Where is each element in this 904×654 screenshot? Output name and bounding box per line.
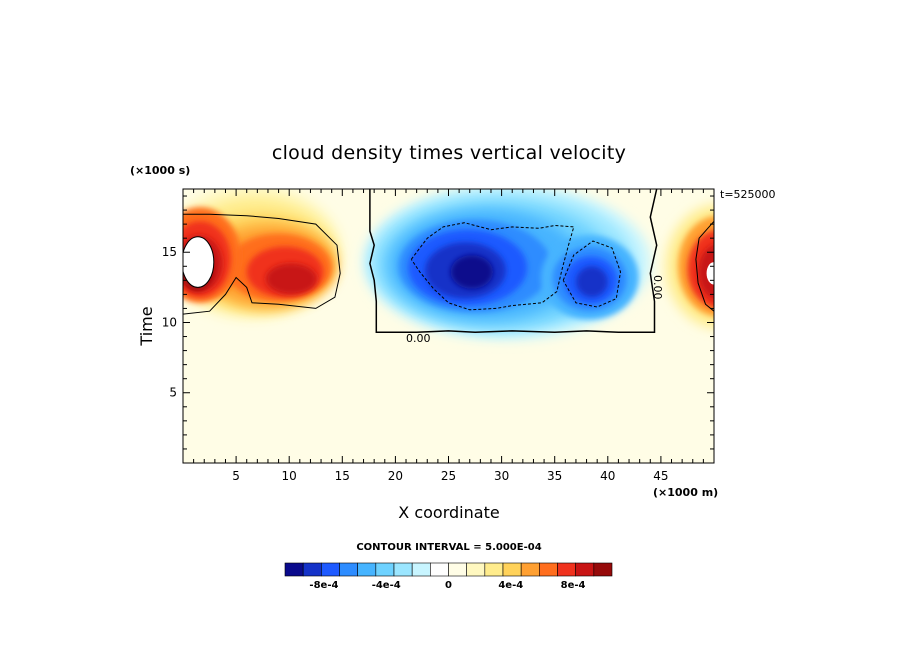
- colorbar-swatch-4: [357, 562, 377, 577]
- x-tick-label-3: 20: [388, 469, 403, 483]
- y-tick-label-2: 15: [162, 245, 177, 259]
- y-unit-label: (×1000 s): [130, 164, 190, 177]
- x-axis-title: X coordinate: [398, 503, 499, 522]
- colorbar-swatch-7: [411, 562, 431, 577]
- contour-interval: CONTOUR INTERVAL = 5.000E-04: [356, 542, 541, 553]
- zero-contour-west: [183, 213, 341, 315]
- colorbar-tick-label-0: -8e-4: [309, 580, 338, 591]
- colorbar-swatch-9: [448, 562, 467, 577]
- contour-label-right: 0.00: [651, 275, 664, 300]
- colorbar-swatch-12: [502, 562, 522, 577]
- time-stamp: t=525000: [720, 188, 776, 201]
- field-blob-26: [698, 244, 714, 300]
- colorbar-swatch-0: [284, 562, 304, 577]
- colorbar-swatch-1: [302, 562, 322, 577]
- colorbar-swatch-14: [539, 562, 558, 577]
- colorbar-swatch-6: [393, 562, 413, 577]
- x-tick-label-0: 5: [232, 469, 240, 483]
- x-tick-label-8: 45: [653, 469, 668, 483]
- x-tick-label-6: 35: [547, 469, 562, 483]
- plot-area: [183, 189, 714, 463]
- contour-layer: [183, 189, 714, 334]
- colorbar-swatch-17: [593, 562, 613, 577]
- chart-title: cloud density times vertical velocity: [272, 142, 626, 164]
- neg-contour-east: [562, 240, 622, 308]
- zero-contour-central: [369, 189, 658, 334]
- colorbar-swatch-2: [321, 562, 340, 577]
- colorbar-tick-label-1: -4e-4: [372, 580, 401, 591]
- colorbar: -8e-4 -4e-4 0 4e-4 8e-4: [284, 562, 613, 591]
- field-blob-22: [575, 266, 608, 298]
- tick-layer: 5 10 15 20 25 30 35 40 45 5 10 15: [162, 189, 714, 483]
- x-tick-label-2: 15: [335, 469, 350, 483]
- x-tick-label-5: 30: [494, 469, 509, 483]
- colorbar-swatch-5: [375, 562, 395, 577]
- saturation-core-east: [706, 262, 714, 285]
- colorbar-tick-label-4: 8e-4: [561, 580, 586, 591]
- y-tick-label-1: 10: [162, 315, 177, 329]
- field-blob-18: [450, 255, 494, 289]
- x-tick-label-7: 40: [600, 469, 615, 483]
- field-blob-6: [265, 263, 317, 295]
- colorbar-swatch-8: [430, 562, 449, 577]
- x-unit-label: (×1000 m): [653, 486, 718, 499]
- colorbar-swatch-10: [466, 562, 486, 577]
- colorbar-swatch-15: [557, 562, 576, 577]
- colorbar-tick-label-2: 0: [445, 580, 452, 591]
- colorbar-swatch-16: [575, 562, 595, 577]
- x-tick-label-1: 10: [282, 469, 297, 483]
- y-tick-label-0: 5: [169, 386, 177, 400]
- colorbar-tick-label-3: 4e-4: [498, 580, 523, 591]
- field-layer: [183, 189, 714, 340]
- saturation-core-west: [183, 236, 215, 288]
- colorbar-swatch-11: [484, 562, 504, 577]
- x-tick-label-4: 25: [441, 469, 456, 483]
- contour-label-bottom: 0.00: [406, 332, 431, 345]
- y-axis-title: Time: [137, 306, 156, 346]
- colorbar-swatch-3: [339, 562, 358, 577]
- colorbar-swatch-13: [520, 562, 540, 577]
- neg-contour-central: [410, 222, 575, 311]
- zero-contour-east: [695, 220, 714, 312]
